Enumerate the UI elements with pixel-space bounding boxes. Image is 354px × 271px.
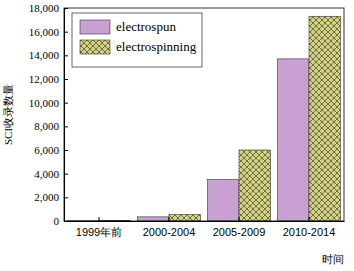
y-tick: 4,000 <box>34 168 68 180</box>
x-tick-label: 2000-2004 <box>143 226 196 238</box>
x-tick-label: 1999年前 <box>76 226 122 238</box>
bar <box>239 150 271 221</box>
legend-swatch <box>80 40 110 54</box>
y-tick-label: 0 <box>54 215 60 227</box>
y-tick-label: 4,000 <box>34 168 59 180</box>
x-axis-line <box>65 221 345 222</box>
x-tick-mark <box>309 217 310 221</box>
x-tick: 1999年前 <box>76 217 122 238</box>
y-tick-label: 6,000 <box>34 144 59 156</box>
y-tick-label: 18,000 <box>29 2 60 14</box>
legend: electrospun electrospinning <box>72 13 202 67</box>
y-tick-mark <box>64 79 68 80</box>
y-tick-mark <box>64 103 68 104</box>
x-axis-title: 时间 <box>322 253 344 265</box>
y-tick-mark <box>64 32 68 33</box>
y-tick: 10,000 <box>29 97 68 109</box>
y-axis: 0 2,000 4,000 6,000 8,000 10,000 12,000 14,000 1… <box>29 2 68 227</box>
bar <box>208 180 240 221</box>
chart: 0 2,000 4,000 6,000 8,000 10,000 12,000 14,000 1… <box>0 0 354 271</box>
plot: 0 2,000 4,000 6,000 8,000 10,000 12,000 14,000 1… <box>29 2 345 238</box>
y-tick-label: 14,000 <box>29 49 60 61</box>
y-tick-label: 2,000 <box>34 191 59 203</box>
y-tick: 2,000 <box>34 191 68 203</box>
bars <box>68 16 341 221</box>
x-tick: 2010-2014 <box>283 217 336 238</box>
x-axis: 1999年前 2000-2004 2005-2009 2010-2014 <box>65 217 345 238</box>
bar <box>278 59 310 221</box>
y-tick-mark <box>64 150 68 151</box>
legend-swatch <box>80 20 110 34</box>
x-tick-mark <box>169 217 170 221</box>
x-tick: 2005-2009 <box>213 217 266 238</box>
x-tick-mark <box>239 217 240 221</box>
y-tick-label: 8,000 <box>34 120 59 132</box>
y-tick-mark <box>64 197 68 198</box>
y-tick: 6,000 <box>34 144 68 156</box>
x-tick-label: 2010-2014 <box>283 226 336 238</box>
y-tick-label: 10,000 <box>29 97 60 109</box>
y-tick-label: 16,000 <box>29 26 60 38</box>
y-tick: 16,000 <box>29 26 68 38</box>
legend-box <box>72 13 202 67</box>
bar <box>309 16 341 221</box>
y-tick: 14,000 <box>29 49 68 61</box>
y-tick-mark <box>64 55 68 56</box>
x-tick-mark <box>99 217 100 221</box>
y-tick-mark <box>64 126 68 127</box>
plot-frame <box>64 8 344 221</box>
y-tick-label: 12,000 <box>29 73 60 85</box>
y-axis-title: SCI收录数量 <box>2 84 14 145</box>
x-tick-label: 2005-2009 <box>213 226 266 238</box>
y-tick: 8,000 <box>34 120 68 132</box>
legend-label: electrospun <box>116 19 176 34</box>
y-tick: 18,000 <box>29 2 68 14</box>
y-tick-mark <box>64 174 68 175</box>
x-tick: 2000-2004 <box>143 217 196 238</box>
bar <box>138 217 170 221</box>
y-tick: 12,000 <box>29 73 68 85</box>
y-axis-line <box>64 9 65 222</box>
legend-label: electrospinning <box>116 39 197 54</box>
y-tick-mark <box>64 8 68 9</box>
bar <box>169 214 201 221</box>
